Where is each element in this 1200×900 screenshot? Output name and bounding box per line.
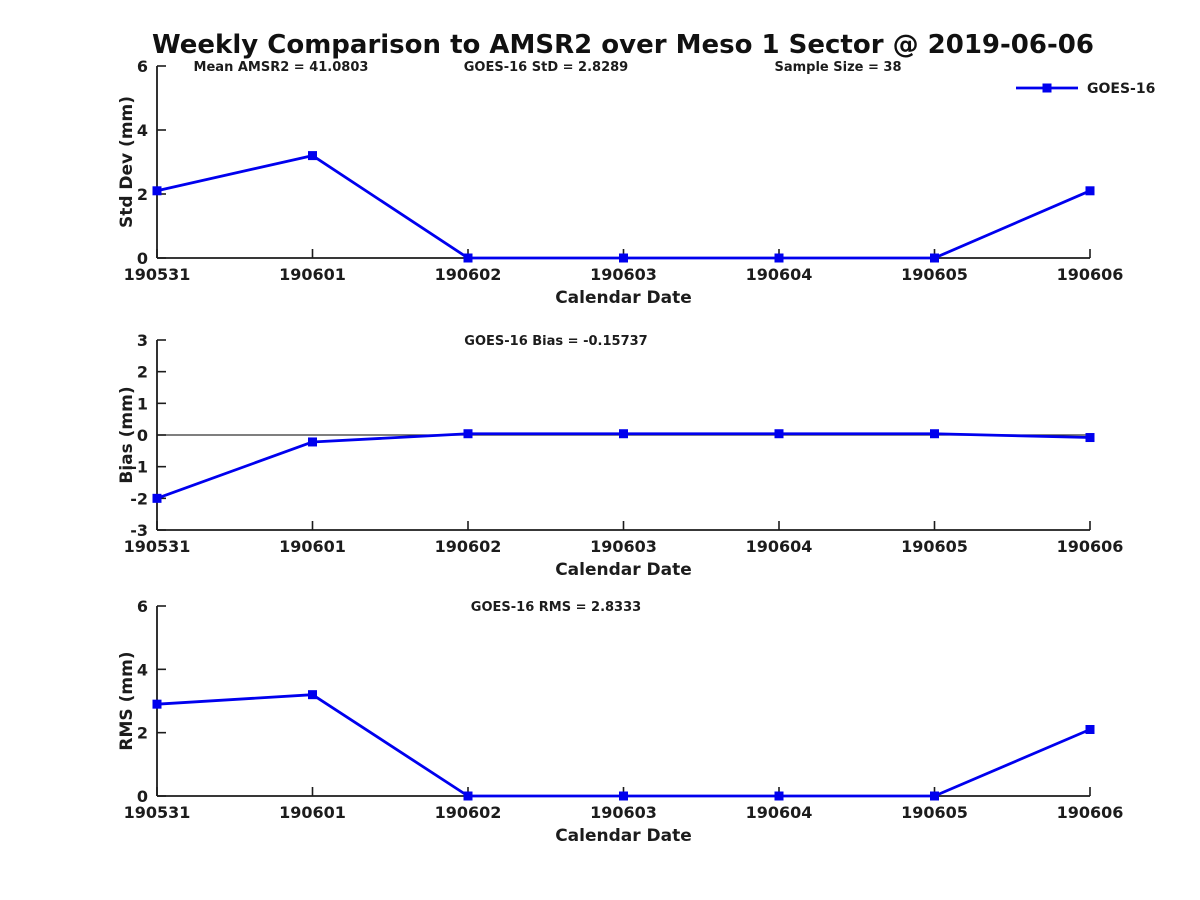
x-axis-title: Calendar Date <box>555 826 692 846</box>
x-tick-label: 190606 <box>1057 265 1124 284</box>
y-tick-label: -3 <box>130 521 148 540</box>
legend-marker-sample <box>1042 83 1052 93</box>
x-tick-label: 190602 <box>435 537 502 556</box>
legend: GOES-16 <box>1016 81 1155 97</box>
series-markers-goes-16 <box>152 151 1095 263</box>
data-point-marker <box>619 791 628 801</box>
x-tick-label: 190601 <box>279 265 346 284</box>
data-point-marker <box>152 493 162 503</box>
y-tick-label: 4 <box>137 121 148 140</box>
x-tick-label: 190531 <box>124 537 191 556</box>
y-tick-label: 1 <box>137 394 148 413</box>
x-tick-label: 190604 <box>746 803 813 822</box>
x-tick-label: 190606 <box>1057 803 1124 822</box>
series-markers-goes-16 <box>152 429 1095 503</box>
annotation: Sample Size = 38 <box>774 60 901 75</box>
y-tick-label: 6 <box>137 57 148 76</box>
legend-label: GOES-16 <box>1087 81 1155 97</box>
annotation: GOES-16 Bias = -0.15737 <box>464 334 647 349</box>
y-tick-label: 0 <box>137 426 148 445</box>
x-axis-title: Calendar Date <box>555 560 692 580</box>
x-tick-label: 190531 <box>124 803 191 822</box>
x-tick-label: 190531 <box>124 265 191 284</box>
annotation: GOES-16 StD = 2.8289 <box>464 60 628 75</box>
x-tick-label: 190603 <box>590 537 657 556</box>
series-line-goes-16 <box>156 432 1091 500</box>
x-tick-label: 190602 <box>435 803 502 822</box>
x-axis-title: Calendar Date <box>555 288 692 308</box>
y-tick-label: 0 <box>137 249 148 268</box>
data-point-marker <box>930 253 939 263</box>
data-point-marker <box>152 186 162 196</box>
y-tick-label: 2 <box>137 185 148 204</box>
figure-title: Weekly Comparison to AMSR2 over Meso 1 S… <box>152 30 1094 60</box>
data-point-marker <box>774 429 784 439</box>
x-tick-label: 190605 <box>901 803 968 822</box>
y-axis-title: RMS (mm) <box>117 651 137 750</box>
y-tick-label: -1 <box>130 458 148 477</box>
data-point-marker <box>930 429 939 439</box>
data-point-marker <box>308 690 317 700</box>
bias-panel: -3 -2 -1 0 1 2 3 190531 190601 190602 190603 190604… <box>117 331 1123 580</box>
y-tick-label: -2 <box>130 489 148 508</box>
x-tick-label: 190605 <box>901 265 968 284</box>
x-tick-label: 190604 <box>746 265 813 284</box>
x-tick-label: 190603 <box>590 803 657 822</box>
y-tick-label: 4 <box>137 660 148 679</box>
y-tick-label: 3 <box>137 331 148 350</box>
y-tick-label: 0 <box>137 787 148 806</box>
series-line-goes-16 <box>156 154 1091 260</box>
x-tick-label: 190601 <box>279 803 346 822</box>
y-tick-label: 6 <box>137 597 148 616</box>
y-axis-title: Bias (mm) <box>117 386 137 483</box>
data-point-marker <box>1085 725 1095 734</box>
data-point-marker <box>619 429 628 439</box>
data-point-marker <box>463 253 473 263</box>
data-point-marker <box>463 429 473 439</box>
x-tick-label: 190605 <box>901 537 968 556</box>
x-tick-label: 190604 <box>746 537 813 556</box>
data-point-marker <box>463 791 473 801</box>
data-point-marker <box>774 253 784 263</box>
series-markers-goes-16 <box>152 690 1095 801</box>
y-axis-title: Std Dev (mm) <box>117 96 137 228</box>
data-point-marker <box>619 253 628 263</box>
std-dev-panel: 0 2 4 6 190531 190601 190602 190603 190604 190605… <box>117 57 1155 308</box>
y-tick-label: 2 <box>137 363 148 382</box>
x-tick-label: 190606 <box>1057 537 1124 556</box>
annotation: Mean AMSR2 = 41.0803 <box>194 60 369 75</box>
y-tick-label: 2 <box>137 724 148 743</box>
data-point-marker <box>1085 433 1095 443</box>
data-point-marker <box>308 437 317 447</box>
x-tick-label: 190603 <box>590 265 657 284</box>
data-point-marker <box>152 699 162 709</box>
rms-panel: 0 2 4 6 190531 190601 190602 190603 190604 190605… <box>117 597 1123 846</box>
x-tick-label: 190602 <box>435 265 502 284</box>
x-tick-label: 190601 <box>279 537 346 556</box>
series-line-goes-16 <box>156 693 1091 798</box>
data-point-marker <box>774 791 784 801</box>
data-point-marker <box>1085 186 1095 196</box>
annotation: GOES-16 RMS = 2.8333 <box>471 600 641 615</box>
data-point-marker <box>930 791 939 801</box>
data-point-marker <box>308 151 317 161</box>
